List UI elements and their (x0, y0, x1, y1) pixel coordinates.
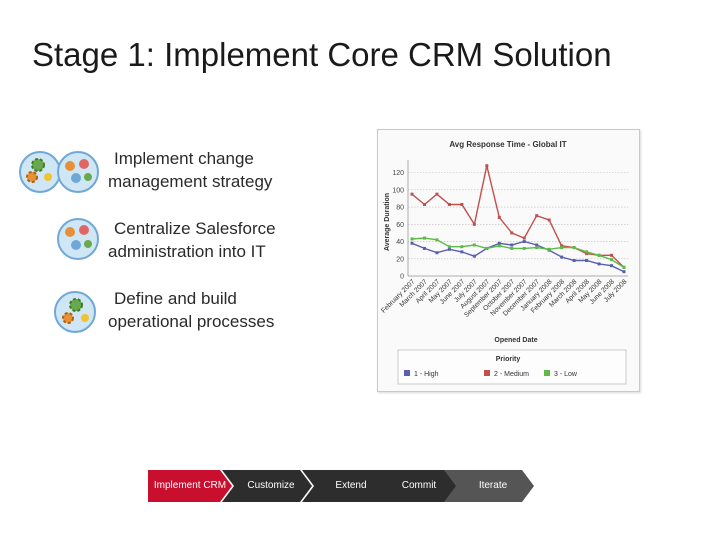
data-point (472, 254, 476, 258)
legend-label: 2 - Medium (494, 371, 529, 378)
stage-customize[interactable]: Customize (222, 470, 312, 502)
data-point (410, 192, 414, 196)
data-point (585, 252, 589, 256)
legend-label: 1 - High (414, 371, 439, 378)
legend-label: 3 - Low (554, 371, 578, 378)
data-point (547, 247, 551, 251)
y-tick-label: 40 (396, 239, 404, 246)
data-point (535, 246, 539, 250)
data-point (422, 246, 426, 250)
process-stages: Implement CRM Customize Extend Commit It… (148, 470, 538, 502)
gears-icon (18, 287, 113, 337)
bullet-text: Define and build operational processes (108, 287, 274, 333)
data-point (485, 246, 489, 250)
data-point (622, 270, 626, 274)
bullet-line-1: Define and build (114, 289, 237, 308)
bullet-operational-processes: Define and build operational processes (18, 287, 348, 347)
data-point (447, 202, 451, 206)
data-point (435, 192, 439, 196)
data-point (422, 202, 426, 206)
data-point (435, 251, 439, 255)
legend-title: Priority (496, 356, 521, 363)
bullet-line-1: Centralize Salesforce (114, 219, 276, 238)
y-tick-label: 100 (392, 187, 404, 194)
data-point (447, 245, 451, 249)
y-tick-label: 120 (392, 170, 404, 177)
data-point (447, 247, 451, 251)
legend-swatch (404, 370, 410, 376)
bullet-line-1: Implement change (114, 149, 254, 168)
data-point (560, 244, 564, 248)
stage-iterate[interactable]: Iterate (444, 470, 534, 502)
data-point (622, 265, 626, 269)
bullet-text: Centralize Salesforce administration int… (108, 217, 276, 263)
line-chart: Avg Response Time - Global IT Average Du… (380, 140, 629, 385)
data-point (597, 253, 601, 257)
bullet-text: Implement change management strategy (108, 147, 272, 193)
response-time-chart: Avg Response Time - Global IT Average Du… (377, 129, 640, 392)
data-point (510, 243, 514, 247)
stage-implement-crm[interactable]: Implement CRM (148, 470, 232, 502)
data-point (572, 246, 576, 250)
y-tick-label: 60 (396, 222, 404, 229)
data-point (610, 258, 614, 262)
data-point (560, 246, 564, 250)
stage-label: Iterate (478, 480, 508, 491)
stage-label: Customize (247, 480, 295, 491)
stage-commit[interactable]: Commit (370, 470, 460, 502)
chart-legend (397, 349, 627, 385)
data-point (460, 202, 464, 206)
data-point (585, 258, 589, 262)
data-point (597, 262, 601, 266)
series-line-1 (411, 240, 625, 273)
bullet-line-2: operational processes (108, 312, 275, 331)
gears-people-icon (18, 147, 113, 197)
data-point (585, 250, 589, 254)
stage-label: Commit (401, 480, 437, 491)
data-point (410, 241, 414, 245)
y-tick-label: 0 (400, 274, 404, 281)
chart-title: Avg Response Time - Global IT (449, 140, 566, 149)
data-point (610, 264, 614, 268)
data-point (572, 258, 576, 262)
y-tick-label: 20 (396, 256, 404, 263)
slide-title: Stage 1: Implement Core CRM Solution (32, 36, 612, 73)
bullet-change-management: Implement change management strategy (18, 147, 348, 207)
data-point (410, 237, 414, 241)
legend-swatch (544, 370, 550, 376)
data-point (510, 246, 514, 250)
data-point (497, 241, 501, 245)
data-point (472, 243, 476, 247)
data-point (485, 164, 489, 168)
data-point (522, 236, 526, 240)
data-point (560, 255, 564, 259)
bullet-line-2: management strategy (108, 172, 273, 191)
data-point (472, 222, 476, 226)
data-point (547, 218, 551, 222)
data-point (460, 245, 464, 249)
data-point (497, 244, 501, 248)
series-line-3 (411, 237, 625, 268)
data-point (422, 236, 426, 240)
data-point (435, 238, 439, 242)
chart-x-axis-label: Opened Date (494, 337, 537, 344)
data-point (610, 253, 614, 257)
data-point (497, 215, 501, 219)
stage-label: Implement CRM (153, 480, 227, 491)
data-point (522, 240, 526, 244)
people-icon (18, 217, 113, 267)
data-point (522, 246, 526, 250)
data-point (510, 231, 514, 235)
y-tick-label: 80 (396, 205, 404, 212)
bullet-centralize-admin: Centralize Salesforce administration int… (18, 217, 348, 277)
data-point (535, 243, 539, 247)
stage-extend[interactable]: Extend (302, 470, 392, 502)
stage-label: Extend (335, 480, 367, 491)
data-point (460, 250, 464, 254)
data-point (535, 214, 539, 218)
bullet-line-2: administration into IT (108, 242, 266, 261)
series-line-2 (411, 165, 625, 268)
legend-swatch (484, 370, 490, 376)
chart-y-axis-label: Average Duration (384, 193, 391, 251)
